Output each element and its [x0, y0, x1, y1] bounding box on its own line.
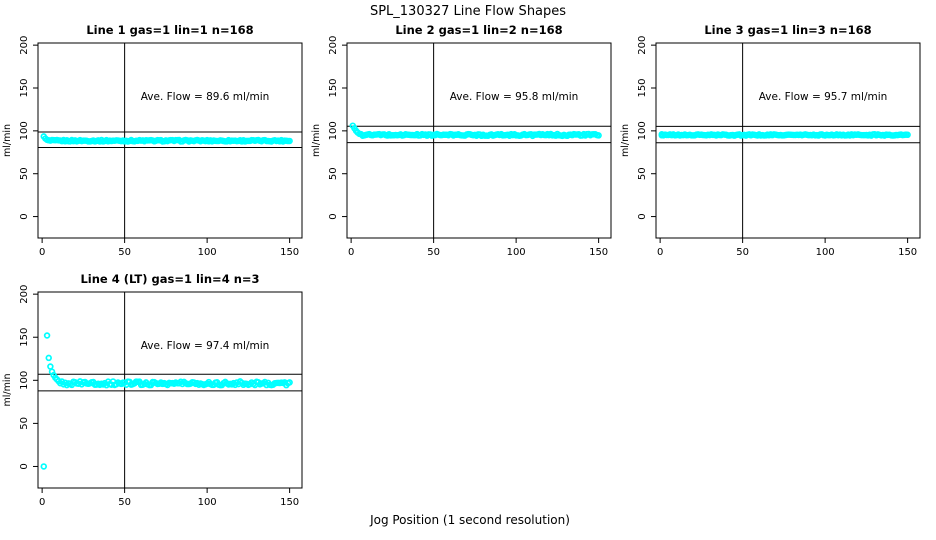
x-tick-label: 0: [348, 247, 354, 258]
flow-point: [904, 131, 911, 139]
y-tick-label: 0: [637, 213, 648, 219]
plot-box: [655, 42, 921, 239]
x-tick-label: 0: [657, 247, 663, 258]
data-points: [349, 122, 602, 140]
panel-title: Line 1 gas=1 lin=1 n=168: [86, 23, 253, 37]
x-tick-label: 0: [39, 247, 45, 258]
ave-flow-annotation: Ave. Flow = 95.7 ml/min: [759, 91, 888, 103]
x-axis-label: Jog Position (1 second resolution): [369, 513, 570, 527]
panel-line-2: Line 2 gas=1 lin=2 n=168 0 50 100 150 0 50 100 1…: [311, 23, 612, 258]
figure-title: SPL_130327 Line Flow Shapes: [370, 4, 566, 19]
ave-flow-annotation: Ave. Flow = 95.8 ml/min: [450, 91, 579, 103]
x-tick-label: 50: [118, 497, 131, 508]
y-tick-label: 100: [19, 121, 30, 140]
x-tick-label: 150: [280, 497, 299, 508]
y-axis-label: ml/min: [620, 124, 631, 157]
x-tick-label: 100: [816, 247, 835, 258]
panel-line-4: Line 4 (LT) gas=1 lin=4 n=3 0 50 100 150 0 50 1…: [2, 272, 303, 508]
flow-point: [43, 332, 51, 339]
data-points: [658, 131, 911, 139]
x-tick-label: 50: [118, 247, 131, 258]
y-tick-label: 200: [19, 36, 30, 55]
y-tick-label: 0: [328, 213, 339, 219]
ave-flow-annotation: Ave. Flow = 89.6 ml/min: [141, 91, 270, 103]
plot-box: [37, 42, 303, 239]
plot-box: [346, 42, 612, 239]
panels-group: Line 1 gas=1 lin=1 n=168 0 50 100 150 0 50 100 1…: [2, 23, 921, 508]
plot-box: [37, 291, 303, 489]
x-tick-label: 100: [198, 497, 217, 508]
x-tick-label: 150: [589, 247, 608, 258]
y-tick-label: 50: [19, 167, 30, 180]
data-points: [40, 133, 293, 145]
flow-point: [286, 137, 293, 145]
flow-point: [286, 379, 293, 386]
panel-title: Line 3 gas=1 lin=3 n=168: [704, 23, 871, 37]
x-tick-label: 150: [280, 247, 299, 258]
y-tick-label: 150: [637, 78, 648, 97]
y-tick-label: 100: [328, 121, 339, 140]
panel-title: Line 4 (LT) gas=1 lin=4 n=3: [80, 272, 259, 286]
y-tick-label: 0: [19, 463, 30, 469]
y-tick-label: 150: [19, 328, 30, 347]
x-tick-label: 50: [736, 247, 749, 258]
y-tick-label: 50: [19, 417, 30, 430]
y-axis-label: ml/min: [2, 124, 13, 157]
data-points: [40, 332, 293, 470]
y-tick-label: 150: [19, 78, 30, 97]
y-axis-label: ml/min: [311, 124, 322, 157]
y-axis-label: ml/min: [2, 373, 13, 406]
y-tick-label: 100: [637, 121, 648, 140]
y-tick-label: 0: [19, 213, 30, 219]
flow-point: [45, 354, 52, 362]
flow-point: [47, 363, 54, 370]
y-tick-label: 150: [328, 78, 339, 97]
y-tick-label: 200: [19, 285, 30, 304]
y-tick-label: 100: [19, 371, 30, 390]
flow-point: [595, 132, 602, 139]
x-tick-label: 0: [39, 497, 45, 508]
x-tick-label: 100: [507, 247, 526, 258]
x-tick-label: 150: [898, 247, 917, 258]
y-tick-label: 200: [637, 36, 648, 55]
x-tick-label: 100: [198, 247, 217, 258]
y-tick-label: 50: [328, 167, 339, 180]
panel-line-1: Line 1 gas=1 lin=1 n=168 0 50 100 150 0 50 100 1…: [2, 23, 303, 258]
panel-title: Line 2 gas=1 lin=2 n=168: [395, 23, 562, 37]
panel-line-3: Line 3 gas=1 lin=3 n=168 0 50 100 150 0 50 100 1…: [620, 23, 921, 258]
flow-point: [40, 463, 48, 470]
ave-flow-annotation: Ave. Flow = 97.4 ml/min: [141, 340, 270, 352]
x-tick-label: 50: [427, 247, 440, 258]
y-tick-label: 200: [328, 36, 339, 55]
y-tick-label: 50: [637, 167, 648, 180]
